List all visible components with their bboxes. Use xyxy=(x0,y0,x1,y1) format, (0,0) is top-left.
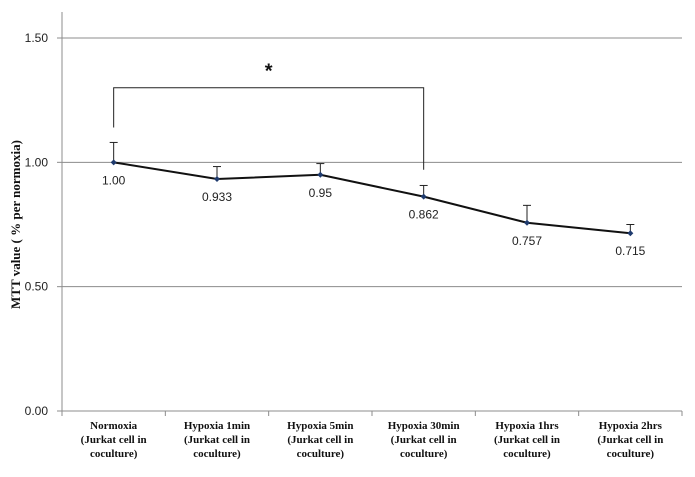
y-axis-label: MTT value ( % per normoxia) xyxy=(8,140,23,309)
y-tick-labels: 0.00 0.50 1.00 1.50 xyxy=(25,31,49,418)
data-label: 0.757 xyxy=(512,234,542,248)
data-point xyxy=(524,219,530,226)
x-category-label: Hypoxia 5min (Jurkat cell in coculture) xyxy=(287,420,353,460)
data-point xyxy=(317,171,324,178)
data-point xyxy=(110,159,117,166)
significance-bracket: * xyxy=(113,61,425,170)
x-category-label: Normoxia (Jurkat cell in coculture) xyxy=(81,420,147,460)
x-category-label: Hypoxia 1min (Jurkat cell in coculture) xyxy=(184,420,250,460)
axes xyxy=(57,12,683,416)
data-point xyxy=(214,175,220,182)
data-label: 0.95 xyxy=(309,186,333,200)
significance-star: * xyxy=(265,61,273,83)
y-tick-label: 0.00 xyxy=(25,404,49,418)
series-line xyxy=(113,161,631,235)
data-point xyxy=(627,230,634,237)
data-labels: 1.00 0.933 0.95 0.862 0.757 0.715 xyxy=(102,173,646,258)
x-category-labels: Normoxia (Jurkat cell in coculture) Hypoxia… xyxy=(81,420,664,460)
bracket-line xyxy=(113,87,425,170)
data-label: 1.00 xyxy=(102,173,126,187)
x-category-label: Hypoxia 1hrs (Jurkat cell in coculture) xyxy=(494,420,560,460)
x-category-label: Hypoxia 30min (Jurkat cell in coculture) xyxy=(388,420,460,460)
gridlines xyxy=(62,37,682,288)
series-path xyxy=(113,161,631,235)
y-tick-label: 1.00 xyxy=(25,155,49,169)
data-points xyxy=(110,159,634,237)
data-label: 0.933 xyxy=(202,190,232,204)
x-category-label: Hypoxia 2hrs (Jurkat cell in coculture) xyxy=(597,420,663,460)
y-tick-label: 1.50 xyxy=(25,31,49,45)
data-label: 0.715 xyxy=(615,244,645,258)
y-tick-label: 0.50 xyxy=(25,280,49,294)
data-point xyxy=(420,193,427,200)
data-label: 0.862 xyxy=(409,208,439,222)
error-bars xyxy=(109,141,635,234)
